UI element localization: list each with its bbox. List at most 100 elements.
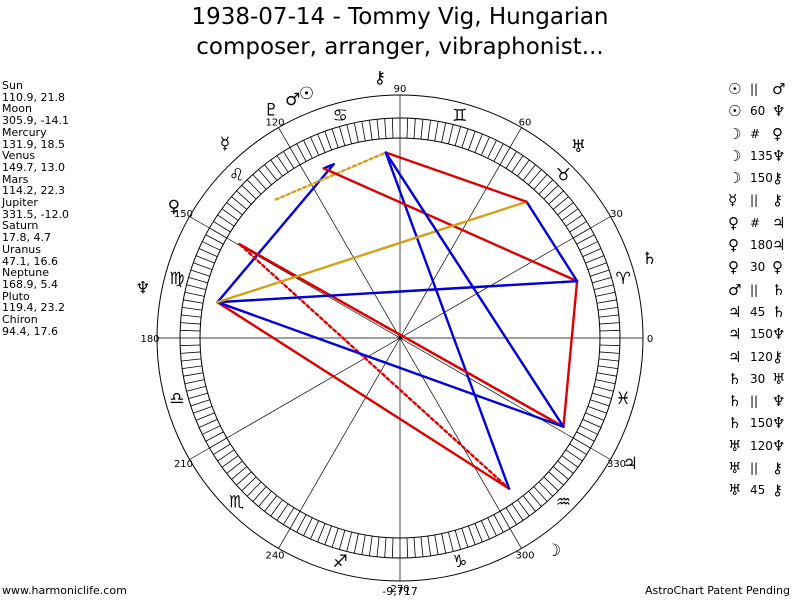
degree-tick bbox=[493, 143, 504, 162]
degree-tick bbox=[338, 126, 346, 146]
degree-tick bbox=[195, 412, 215, 421]
degree-tick bbox=[548, 190, 564, 205]
degree-tick bbox=[441, 122, 447, 143]
degree-label: 240 bbox=[265, 551, 284, 562]
aspect-row: ♀ 180 ♃ bbox=[728, 234, 785, 256]
zodiac-sign-icon: ♑ bbox=[452, 552, 467, 572]
degree-tick bbox=[413, 118, 416, 139]
planet-glyph-icon: ♂ bbox=[285, 90, 300, 110]
aspect-planet-2-icon: ♅ bbox=[772, 369, 786, 388]
degree-tick bbox=[522, 164, 536, 181]
degree-tick bbox=[190, 399, 210, 407]
aspect-planet-2-icon: ⚷ bbox=[772, 347, 783, 366]
aspect-planet-2-icon: ♆ bbox=[772, 325, 786, 344]
degree-tick bbox=[593, 385, 614, 392]
planet-glyph-icon: ♅ bbox=[571, 137, 586, 157]
aspect-line bbox=[384, 151, 528, 203]
degree-tick bbox=[183, 372, 204, 377]
aspect-row: ♀ 30 ♀ bbox=[728, 256, 785, 278]
aspect-planet-1-icon: ♅ bbox=[728, 481, 742, 500]
zodiac-sign-icon: ♓ bbox=[616, 389, 631, 409]
zodiac-sign-icon: ♊ bbox=[452, 106, 467, 126]
degree-tick bbox=[193, 262, 213, 270]
aspect-planet-2-icon: ♄ bbox=[772, 302, 786, 321]
footer-website[interactable]: www.harmoniclife.com bbox=[2, 584, 127, 597]
aspect-row: ♅ 120 ♆ bbox=[728, 435, 785, 457]
degree-tick bbox=[376, 536, 380, 557]
aspect-type: 60 bbox=[750, 104, 766, 119]
degree-tick bbox=[592, 276, 612, 284]
aspect-type: 45 bbox=[750, 483, 766, 498]
degree-tick bbox=[213, 221, 231, 233]
aspect-row: ☉ 60 ♆ bbox=[728, 100, 785, 122]
aspect-line bbox=[322, 167, 579, 283]
aspect-row: ☉ || ♂ bbox=[728, 78, 785, 100]
degree-tick bbox=[406, 537, 409, 558]
aspect-row: ♄ || ♆ bbox=[728, 390, 785, 412]
degree-label: 180 bbox=[140, 334, 159, 345]
degree-tick bbox=[182, 365, 203, 370]
aspect-planet-1-icon: ☽ bbox=[728, 124, 742, 143]
degree-label: 300 bbox=[515, 551, 534, 562]
aspect-planet-1-icon: ♄ bbox=[728, 392, 742, 411]
degree-label: 90 bbox=[394, 84, 407, 95]
degree-tick bbox=[461, 528, 469, 548]
aspect-planet-1-icon: ♄ bbox=[728, 414, 742, 433]
degree-tick bbox=[246, 179, 262, 195]
degree-tick bbox=[182, 306, 203, 311]
degree-tick bbox=[289, 147, 301, 165]
degree-tick bbox=[184, 291, 205, 297]
center-value: -9,717 bbox=[382, 585, 417, 598]
planet-glyph-icon: ♆ bbox=[135, 279, 150, 299]
degree-tick bbox=[585, 412, 605, 421]
zodiac-sign-icon: ♏ bbox=[229, 492, 244, 512]
degree-tick bbox=[599, 344, 620, 347]
sign-divider bbox=[278, 127, 291, 148]
aspect-planet-2-icon: ♃ bbox=[772, 213, 786, 232]
degree-tick bbox=[258, 169, 272, 186]
degree-tick bbox=[420, 536, 424, 557]
aspect-line bbox=[384, 151, 511, 490]
zodiac-sign-icon: ♍ bbox=[169, 269, 184, 289]
aspect-planet-2-icon: ♀ bbox=[772, 124, 783, 143]
planet-glyph-icon: ♃ bbox=[623, 454, 638, 474]
sign-divider bbox=[189, 216, 210, 229]
aspect-type: 150 bbox=[750, 171, 773, 186]
degree-tick bbox=[552, 196, 569, 210]
degree-label: 270 bbox=[390, 584, 409, 595]
degree-tick bbox=[296, 514, 307, 533]
degree-tick bbox=[468, 131, 476, 151]
degree-tick bbox=[590, 399, 610, 407]
degree-tick bbox=[188, 276, 208, 284]
aspect-planet-2-icon: ♆ bbox=[772, 102, 786, 121]
degree-tick bbox=[569, 443, 587, 455]
degree-tick bbox=[353, 122, 359, 143]
degree-tick bbox=[180, 329, 201, 332]
sign-divider bbox=[590, 447, 611, 460]
aspect-row: ♃ 45 ♄ bbox=[728, 301, 785, 323]
aspect-row: ♄ 30 ♅ bbox=[728, 368, 785, 390]
aspect-type: || bbox=[750, 461, 759, 476]
degree-tick bbox=[324, 131, 332, 151]
zodiac-sign-icon: ♒ bbox=[556, 492, 571, 512]
degree-tick bbox=[317, 133, 326, 153]
degree-tick bbox=[499, 147, 511, 165]
degree-tick bbox=[569, 221, 587, 233]
aspect-type: 120 bbox=[750, 349, 773, 364]
aspect-planet-1-icon: ♃ bbox=[728, 302, 742, 321]
degree-tick bbox=[552, 466, 569, 480]
planet-values-pluto: 119.4, 23.2 bbox=[2, 301, 65, 315]
aspect-type: 180 bbox=[750, 238, 773, 253]
degree-tick bbox=[511, 155, 524, 173]
aspect-row: ☽ 150 ⚷ bbox=[728, 167, 785, 189]
degree-tick bbox=[193, 406, 213, 414]
aspect-planet-2-icon: ♆ bbox=[772, 414, 786, 433]
degree-tick bbox=[441, 533, 447, 554]
planet-glyph-icon: ♄ bbox=[642, 249, 657, 269]
aspect-row: ♅ || ⚷ bbox=[728, 457, 785, 479]
aspect-planet-2-icon: ♂ bbox=[772, 80, 786, 98]
planet-name-neptune: Neptune bbox=[2, 266, 50, 280]
degree-tick bbox=[528, 169, 542, 186]
degree-tick bbox=[221, 208, 239, 221]
degree-tick bbox=[361, 121, 366, 142]
